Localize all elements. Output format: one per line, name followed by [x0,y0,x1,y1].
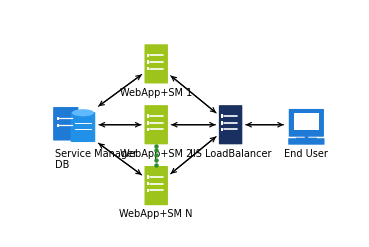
FancyBboxPatch shape [147,54,149,57]
FancyBboxPatch shape [147,67,149,70]
FancyBboxPatch shape [147,60,149,64]
Ellipse shape [72,109,94,116]
FancyBboxPatch shape [147,189,149,192]
FancyBboxPatch shape [221,128,223,131]
FancyBboxPatch shape [57,117,59,120]
FancyBboxPatch shape [221,121,223,124]
FancyBboxPatch shape [147,128,149,131]
FancyBboxPatch shape [145,105,168,144]
FancyBboxPatch shape [296,138,317,141]
Text: WebApp+SM N: WebApp+SM N [120,209,193,219]
FancyBboxPatch shape [145,44,168,83]
Text: End User: End User [284,148,328,159]
FancyBboxPatch shape [145,166,168,205]
FancyBboxPatch shape [289,109,324,137]
FancyBboxPatch shape [147,114,149,118]
FancyBboxPatch shape [294,113,319,130]
FancyBboxPatch shape [147,182,149,185]
FancyBboxPatch shape [221,114,223,118]
FancyBboxPatch shape [53,107,79,141]
FancyBboxPatch shape [288,138,324,145]
Text: WebApp+SM 1: WebApp+SM 1 [120,88,192,98]
FancyBboxPatch shape [57,124,59,127]
FancyBboxPatch shape [147,175,149,179]
Text: Service Manager
DB: Service Manager DB [55,148,137,170]
FancyBboxPatch shape [147,121,149,124]
FancyBboxPatch shape [70,112,95,142]
Text: IIS LoadBalancer: IIS LoadBalancer [190,148,271,159]
FancyBboxPatch shape [219,105,242,144]
Text: WebApp+SM 2: WebApp+SM 2 [120,148,192,159]
